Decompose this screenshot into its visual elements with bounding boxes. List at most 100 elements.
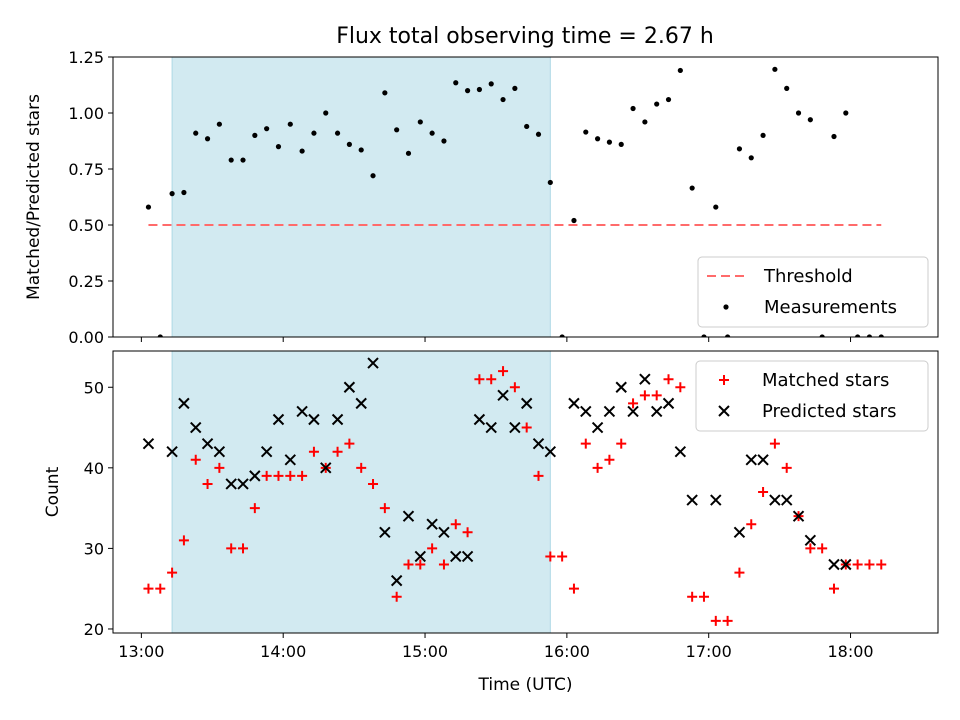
matched-point (592, 462, 603, 473)
y-tick-label: 0.75 (68, 160, 104, 179)
predicted-point (639, 373, 651, 385)
y-tick-label: 1.25 (68, 48, 104, 67)
legend-label: Measurements (764, 297, 897, 318)
matched-point (698, 591, 709, 602)
series-matched-stars (143, 366, 887, 626)
matched-point (663, 374, 674, 385)
matched-point (545, 551, 556, 562)
matched-point (379, 503, 390, 514)
predicted-point (343, 381, 356, 393)
observing-window (171, 56, 551, 338)
x-tick-label: 18:00 (827, 642, 873, 661)
x-tick-label: 14:00 (260, 642, 306, 661)
x-tick-label: 17:00 (686, 642, 732, 661)
predicted-point (260, 446, 273, 458)
predicted-point (627, 405, 639, 418)
matched-point (427, 543, 438, 554)
x-tick-label: 15:00 (402, 642, 448, 661)
measurement-point (571, 217, 577, 224)
measurement-point (784, 85, 790, 91)
legend-plus-swatch (719, 375, 729, 385)
matched-point (273, 470, 284, 481)
predicted-point (402, 510, 415, 522)
measurement-point (346, 141, 352, 147)
predicted-point (390, 574, 403, 587)
measurement-point (772, 66, 778, 72)
predicted-point (331, 413, 344, 426)
matched-point (675, 382, 686, 393)
matched-point (687, 591, 698, 602)
matched-point (805, 543, 816, 554)
measurement-point (181, 189, 187, 196)
measurement-point (677, 67, 683, 74)
measurement-point (606, 139, 613, 145)
y-tick-label: 30 (84, 539, 104, 558)
plot-frame (112, 350, 939, 634)
measurement-point (252, 132, 258, 138)
measurement-point (323, 110, 329, 116)
matched-point (521, 422, 532, 433)
predicted-point (662, 397, 675, 410)
predicted-point (757, 454, 769, 466)
matched-point (746, 519, 757, 530)
matched-point (297, 470, 308, 481)
measurement-point (547, 179, 553, 186)
legend-dot-swatch (723, 304, 729, 310)
top-panel: 0.00 0.25 0.50 0.75 1.00 1.25 Matched/Predicte… (24, 48, 939, 347)
predicted-point (166, 446, 178, 458)
matched-point (639, 390, 650, 401)
bottom-panel: 20 30 40 50 13:00 14:00 15:00 16:00 17:00 18:00 Co… (43, 350, 939, 695)
y-tick-label: 50 (84, 378, 104, 397)
predicted-point (792, 510, 805, 522)
predicted-point (580, 405, 592, 418)
measurement-point (240, 157, 246, 163)
predicted-point (308, 413, 320, 426)
predicted-point (733, 526, 746, 538)
observing-window (171, 350, 551, 634)
legend-x-swatch (718, 405, 730, 417)
measurement-point (287, 121, 293, 127)
measurement-point (594, 136, 601, 142)
measurement-point (169, 191, 175, 197)
matched-point (769, 438, 780, 449)
matched-point (462, 527, 473, 538)
predicted-point (249, 470, 261, 482)
measurement-point (429, 130, 435, 136)
y-tick-label: 0.50 (68, 216, 104, 235)
plot-area (142, 357, 887, 626)
matched-point (758, 487, 769, 497)
matched-point (450, 519, 461, 530)
measurement-point (500, 96, 506, 103)
predicted-point (520, 397, 533, 410)
matched-point (415, 559, 426, 570)
measurement-point (275, 144, 282, 150)
matched-point (308, 446, 319, 457)
matched-point (403, 559, 414, 570)
measurement-point (878, 334, 884, 337)
matched-point (238, 543, 249, 554)
matched-point (852, 559, 863, 570)
measurement-point (334, 130, 341, 136)
x-tick-label: 13:00 (118, 642, 164, 661)
measurement-point (795, 110, 802, 116)
matched-point (533, 470, 544, 481)
predicted-point (804, 534, 817, 547)
predicted-point (379, 526, 391, 538)
matched-point (261, 470, 272, 481)
measurement-point (819, 334, 825, 337)
matched-point (391, 591, 402, 602)
measurement-point (299, 148, 305, 154)
matched-point (486, 374, 497, 385)
measurement-point (193, 130, 199, 136)
matched-point (651, 390, 662, 401)
measurement-point (725, 334, 731, 337)
predicted-point (603, 405, 616, 418)
matched-point (155, 583, 166, 594)
matched-point (368, 478, 379, 489)
legend: Threshold Measurements (697, 256, 929, 328)
measurement-point (748, 155, 754, 161)
predicted-point (450, 550, 462, 563)
predicted-point (201, 437, 214, 450)
matched-point (616, 438, 627, 449)
predicted-point (461, 550, 474, 563)
